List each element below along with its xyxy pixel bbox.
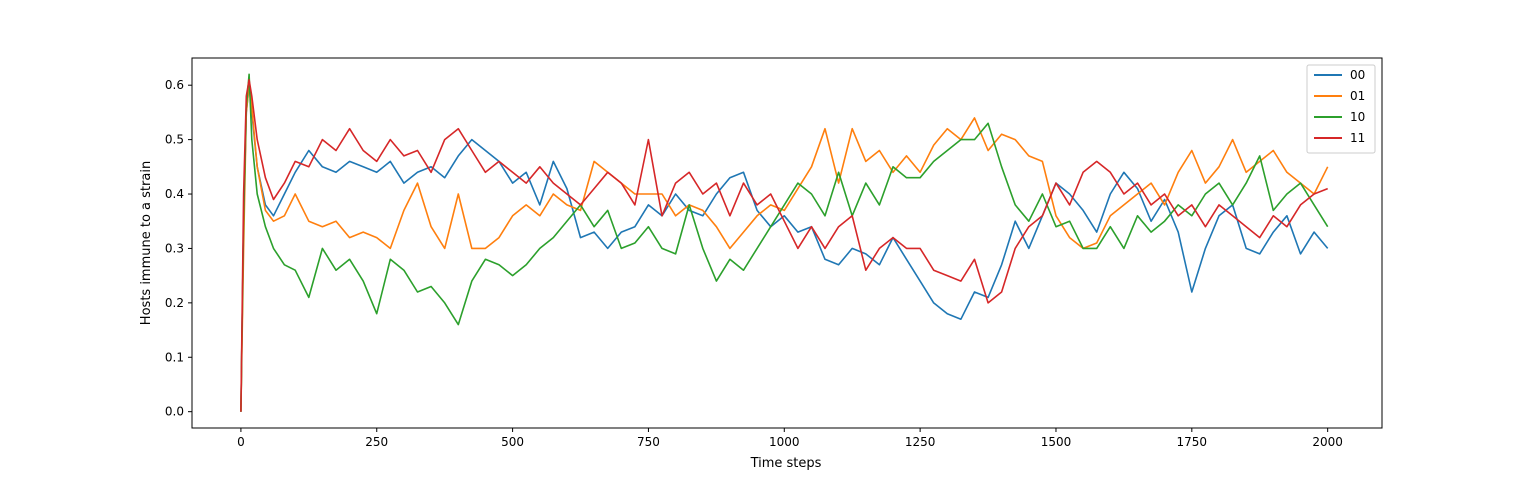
y-tick-label: 0.0 [165, 405, 184, 419]
axes-frame [191, 57, 1383, 429]
x-tick-label: 500 [501, 435, 524, 449]
x-tick-label: 1000 [769, 435, 800, 449]
series-layer [240, 73, 1329, 412]
y-tick-label: 0.5 [165, 133, 184, 147]
series-line-01 [240, 84, 1329, 412]
x-axis-ticks: 0 250 500 750 1000 1250 1500 1750 2000 [237, 428, 1343, 449]
y-tick-label: 0.4 [165, 187, 184, 201]
y-axis-title: Hosts immune to a strain [139, 161, 154, 325]
x-tick-label: 750 [637, 435, 660, 449]
y-axis-ticks: 0.0 0.1 0.2 0.3 0.4 0.5 0.6 [165, 78, 192, 419]
legend-label-01: 01 [1350, 89, 1365, 103]
x-tick-label: 1750 [1177, 435, 1208, 449]
x-tick-label: 0 [237, 435, 245, 449]
x-tick-label: 1250 [905, 435, 936, 449]
x-tick-label: 2000 [1312, 435, 1343, 449]
plot-area: 0 250 500 750 1000 1250 1500 1750 2000 0.00.10.2… [165, 57, 1383, 449]
series-line-10 [240, 73, 1329, 412]
legend-label-11: 11 [1350, 131, 1365, 145]
legend: 00 01 10 11 [1306, 64, 1376, 154]
legend-items: 00 01 10 11 [1314, 68, 1365, 145]
y-tick-label: 0.6 [165, 78, 184, 92]
y-tick-label: 0.2 [165, 296, 184, 310]
legend-label-10: 10 [1350, 110, 1365, 124]
x-tick-label: 250 [365, 435, 388, 449]
x-tick-label: 1500 [1041, 435, 1072, 449]
series-line-11 [240, 79, 1328, 412]
legend-box [1306, 64, 1376, 154]
x-axis-title: Time steps [750, 456, 822, 471]
y-tick-label: 0.3 [165, 241, 184, 255]
legend-label-00: 00 [1350, 68, 1365, 82]
y-tick-label: 0.1 [165, 350, 184, 364]
